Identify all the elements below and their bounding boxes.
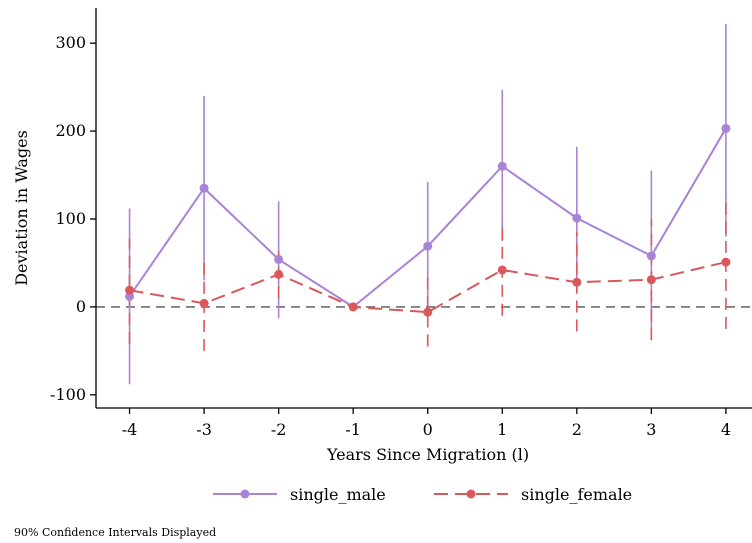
axis-labels: -100 0 100 200 300 -4 -3 -2 -1 0 1 2 3 4 (50, 33, 731, 439)
point-single_male (497, 161, 507, 171)
x-tick-label: -4 (122, 420, 138, 439)
legend: single_male single_female (213, 485, 632, 504)
x-axis-title: Years Since Migration (l) (326, 445, 529, 464)
x-tick-label: 0 (423, 420, 433, 439)
point-single_female (497, 265, 507, 275)
point-single_female (125, 285, 135, 295)
y-tick-label: 300 (55, 33, 86, 52)
point-single_male (274, 254, 284, 264)
point-single_male (646, 251, 656, 261)
ci-note: 90% Confidence Intervals Displayed (14, 526, 216, 539)
series-lines (125, 123, 731, 317)
x-tick-label: 3 (646, 420, 656, 439)
y-tick-label: -100 (50, 385, 86, 404)
point-single_female (348, 302, 358, 312)
y-axis-title: Deviation in Wages (12, 130, 31, 286)
x-tick-label: 4 (721, 420, 731, 439)
point-single_male (125, 291, 135, 301)
y-tick-label: 0 (76, 297, 86, 316)
legend-label-single_female: single_female (521, 485, 632, 504)
x-tick-label: -1 (345, 420, 361, 439)
point-single_male (423, 241, 433, 251)
point-single_female (646, 275, 656, 285)
point-single_female (423, 307, 433, 317)
legend-label-single_male: single_male (290, 485, 386, 504)
point-single_female (721, 257, 731, 267)
point-single_male (199, 183, 209, 193)
axes (90, 8, 752, 414)
confidence-intervals (128, 23, 727, 385)
legend-marker-single_male (240, 489, 250, 499)
y-tick-label: 200 (55, 121, 86, 140)
y-tick-label: 100 (55, 209, 86, 228)
point-single_female (199, 298, 209, 308)
x-tick-label: 2 (572, 420, 582, 439)
x-tick-label: -2 (271, 420, 287, 439)
point-single_female (572, 277, 582, 287)
x-tick-label: -3 (196, 420, 212, 439)
x-tick-label: 1 (497, 420, 507, 439)
point-single_female (274, 269, 284, 279)
point-single_male (572, 213, 582, 223)
point-single_male (721, 123, 731, 133)
legend-marker-single_female (466, 489, 476, 499)
